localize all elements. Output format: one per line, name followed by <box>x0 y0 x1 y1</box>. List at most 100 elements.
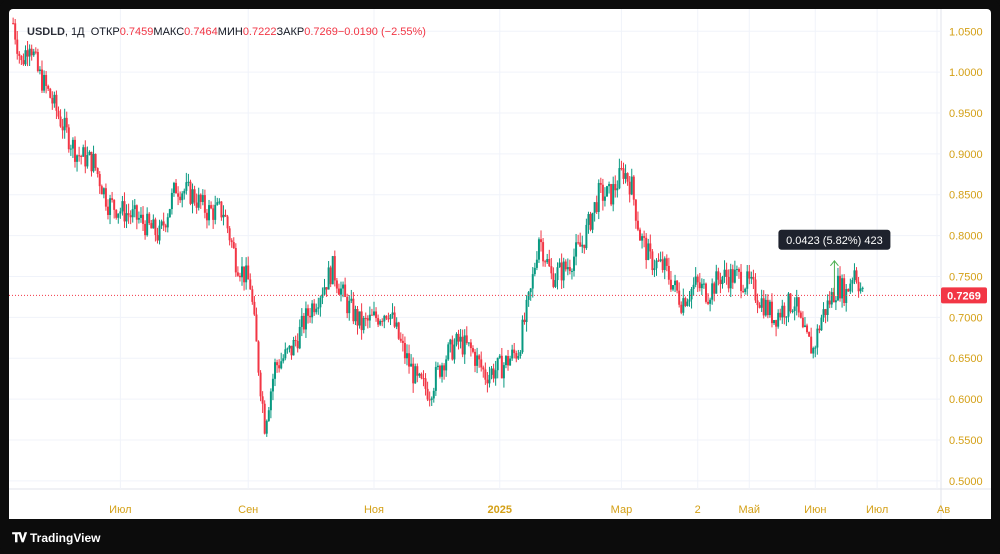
candle-body <box>721 276 724 285</box>
candle-body <box>447 344 450 360</box>
candle-body <box>476 355 479 366</box>
candle-body <box>193 189 196 203</box>
candle-body <box>418 373 421 376</box>
candle-body <box>606 186 609 197</box>
candle-body <box>284 349 287 359</box>
candle-body <box>271 378 274 392</box>
candle-body <box>603 196 606 201</box>
y-tick-label: 0.6000 <box>949 394 983 406</box>
candle-body <box>663 258 666 270</box>
candle-body <box>348 300 351 314</box>
footer-bar <box>0 521 1000 554</box>
candle-body <box>839 275 842 299</box>
candle-body <box>150 223 153 229</box>
candle-body <box>47 85 50 89</box>
candle-body <box>125 213 128 222</box>
candle-body <box>482 367 485 370</box>
y-tick-label: 0.6500 <box>949 353 983 365</box>
candle-body <box>686 301 689 306</box>
candle-body <box>399 338 402 341</box>
candle-body <box>199 194 202 202</box>
candle-body <box>824 309 827 316</box>
candle-body <box>298 326 301 349</box>
ohlc-header: USDLD, 1Д ОТКР0.7459МАКС0.7464МИН0.7222З… <box>27 26 426 38</box>
candle-body <box>189 181 192 204</box>
candle-body <box>127 213 130 216</box>
candle-body <box>612 184 615 205</box>
candle-body <box>723 269 726 277</box>
candle-body <box>16 39 19 54</box>
candle-body <box>170 192 173 210</box>
candle-body <box>20 55 23 61</box>
x-tick-label: Сен <box>238 504 258 516</box>
candle-body <box>257 341 260 373</box>
candle-body <box>329 267 332 285</box>
chart-panel[interactable]: USDLD, 1Д ОТКР0.7459МАКС0.7464МИН0.7222З… <box>9 9 991 519</box>
candle-body <box>700 283 703 289</box>
candle-body <box>82 147 85 157</box>
candle-body <box>661 259 664 270</box>
candle-body <box>783 305 786 318</box>
candle-body <box>560 262 563 281</box>
candle-body <box>711 283 714 300</box>
candle-body <box>385 315 388 319</box>
candle-body <box>139 214 142 218</box>
candle-body <box>643 236 646 238</box>
candle-body <box>86 155 89 167</box>
candle-body <box>290 345 293 356</box>
candle-body <box>375 311 378 319</box>
candle-body <box>327 267 330 290</box>
candle-body <box>855 270 858 282</box>
candle-body <box>144 223 147 236</box>
candle-body <box>478 355 481 360</box>
x-tick-label: Ноя <box>364 504 384 516</box>
candle-body <box>533 267 536 275</box>
y-tick-label: 0.5000 <box>949 476 983 488</box>
candle-body <box>463 335 466 355</box>
candle-body <box>354 309 357 322</box>
y-tick-label: 0.9000 <box>949 149 983 161</box>
candle-body <box>241 266 244 278</box>
candle-body <box>713 283 716 294</box>
candle-body <box>278 365 281 369</box>
tradingview-logo[interactable]: 𝐓𝐕 TradingView <box>12 530 100 546</box>
candle-body <box>267 410 270 421</box>
candle-body <box>812 348 815 354</box>
candle-body <box>315 308 318 313</box>
candle-body <box>368 314 371 321</box>
candle-body <box>265 420 268 434</box>
candle-body <box>96 168 99 175</box>
candle-body <box>585 224 588 249</box>
tradingview-icon: 𝐓𝐕 <box>12 530 27 545</box>
candle-body <box>49 88 52 98</box>
candle-body <box>296 341 299 349</box>
candle-body <box>465 335 468 343</box>
candle-body <box>752 276 755 280</box>
candle-body <box>669 279 672 290</box>
candle-body <box>797 297 800 313</box>
candle-body <box>731 269 734 283</box>
x-tick-label: 2025 <box>488 504 512 516</box>
candle-body <box>201 195 204 202</box>
candle-body <box>321 294 324 298</box>
candle-body <box>98 174 101 187</box>
symbol-label[interactable]: USDLD <box>27 26 65 38</box>
candle-body <box>795 297 798 307</box>
high-value: 0.7464 <box>184 26 218 38</box>
measure-arrow-head <box>830 259 839 267</box>
candle-body <box>599 182 602 185</box>
candle-body <box>511 349 514 359</box>
candle-body <box>261 396 264 404</box>
candle-body <box>742 291 745 293</box>
candle-body <box>649 243 652 252</box>
candle-body <box>659 259 662 261</box>
candle-body <box>111 198 114 200</box>
candle-body <box>781 305 784 318</box>
candle-body <box>758 305 761 308</box>
interval-label[interactable]: 1Д <box>71 26 85 38</box>
candle-body <box>259 372 262 397</box>
candle-body <box>71 139 74 149</box>
y-tick-label: 0.9500 <box>949 108 983 120</box>
candle-body <box>622 168 625 179</box>
price-chart[interactable]: 0.5000 0.5500 0.6000 0.6500 0.7000 0.7500 0.80… <box>9 9 991 519</box>
